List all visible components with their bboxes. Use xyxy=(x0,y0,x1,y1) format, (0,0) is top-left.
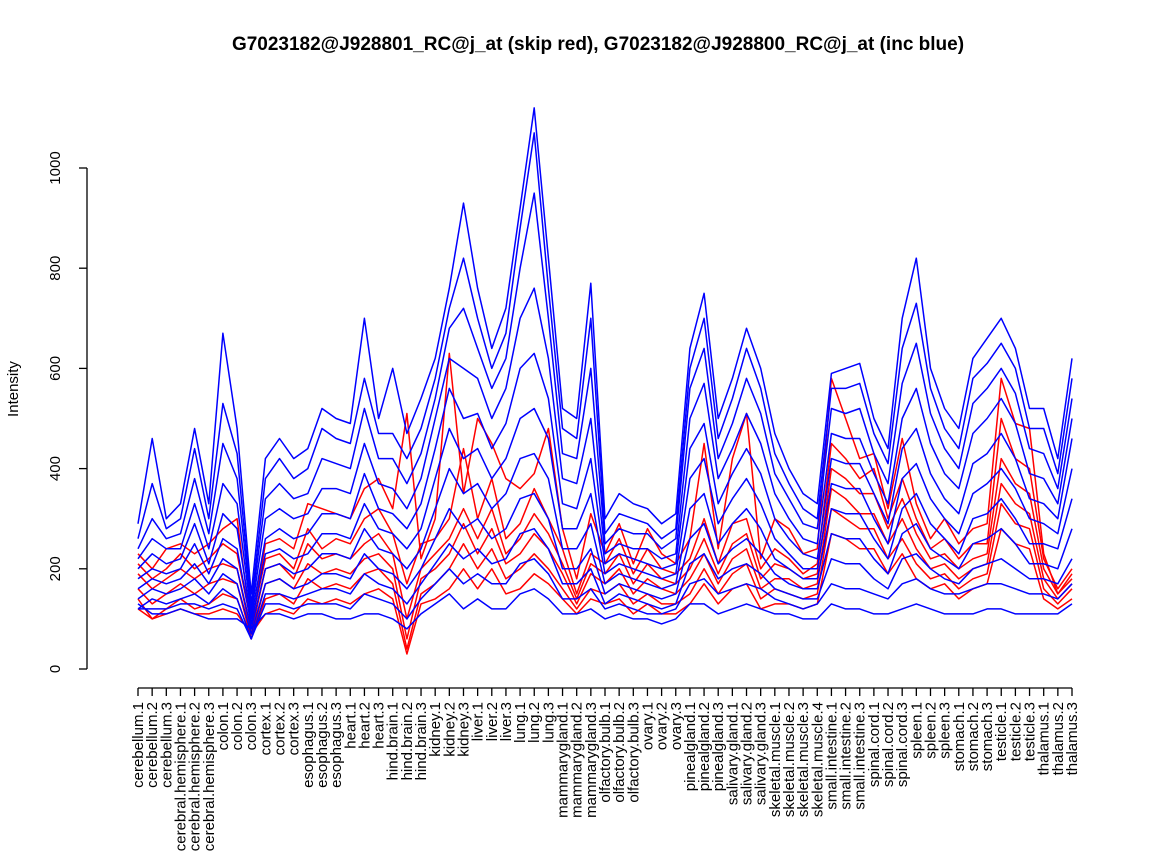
x-tick-label: spinal.cord.2 xyxy=(880,702,897,787)
x-tick-label: cortex.1 xyxy=(257,702,274,755)
y-tick-label: 1000 xyxy=(47,151,64,184)
x-tick-label: thalamus.2 xyxy=(1050,702,1067,775)
x-tick-label: lung.3 xyxy=(540,702,557,743)
x-tick-label: cortex.3 xyxy=(286,702,303,755)
x-tick-label: pinealgland.2 xyxy=(696,702,713,791)
x-tick-label: ovary.3 xyxy=(668,702,685,750)
x-tick-label: skeletal.muscle.2 xyxy=(781,702,798,817)
x-tick-label: pinealgland.1 xyxy=(682,702,699,791)
x-tick-label: spleen.2 xyxy=(922,702,939,759)
inc-series-line xyxy=(137,132,1073,605)
x-tick-label: spleen.3 xyxy=(937,702,954,759)
x-tick-label: liver.3 xyxy=(498,702,515,741)
x-tick-label: cortex.2 xyxy=(272,702,289,755)
x-tick-label: stomach.3 xyxy=(979,702,996,771)
x-tick-label: esophagus.1 xyxy=(300,702,317,788)
x-tick-label: testicle.3 xyxy=(1022,702,1039,761)
x-tick-label: spinal.cord.1 xyxy=(866,702,883,787)
inc-series-line xyxy=(137,527,1073,640)
x-tick-label: small.intestine.2 xyxy=(838,702,855,810)
x-tick-label: olfactory.bulb.3 xyxy=(625,702,642,803)
x-tick-label: skeletal.muscle.1 xyxy=(767,702,784,817)
x-tick-label: cerebral.hemisphere.3 xyxy=(201,702,218,851)
x-tick-label: cerebellum.2 xyxy=(144,702,161,788)
x-tick-label: olfactory.bulb.1 xyxy=(597,702,614,803)
x-tick-label: cerebellum.3 xyxy=(158,702,175,788)
x-tick-label: skeletal.muscle.3 xyxy=(795,702,812,817)
x-tick-label: testicle.2 xyxy=(1007,702,1024,761)
x-tick-label: pinealgland.3 xyxy=(710,702,727,791)
x-tick-label: mammarygland.1 xyxy=(555,702,572,818)
x-tick-label: kidney.3 xyxy=(455,702,472,757)
x-tick-label: lung.1 xyxy=(512,702,529,743)
inc-series-line xyxy=(137,588,1073,630)
x-tick-label: salivary.gland.2 xyxy=(739,702,756,805)
x-tick-label: salivary.gland.3 xyxy=(753,702,770,805)
inc-series-line xyxy=(137,287,1073,615)
x-tick-label: salivary.gland.1 xyxy=(724,702,741,805)
y-axis: 0 200 400 600 800 1000 xyxy=(47,151,88,673)
inc-series-line xyxy=(137,192,1073,610)
y-tick-label: 0 xyxy=(47,665,64,673)
x-tick-label: skeletal.muscle.4 xyxy=(809,702,826,817)
x-tick-label: ovary.1 xyxy=(639,702,656,750)
x-tick-label: heart.2 xyxy=(356,702,373,749)
x-tick-label: liver.2 xyxy=(484,702,501,741)
x-tick-label: testicle.1 xyxy=(993,702,1010,761)
inc-series-line xyxy=(137,352,1073,620)
x-tick-label: spleen.1 xyxy=(908,702,925,759)
y-tick-label: 200 xyxy=(47,556,64,581)
x-tick-label: heart.1 xyxy=(342,702,359,749)
x-tick-label: mammarygland.3 xyxy=(583,702,600,818)
inc-series-line xyxy=(137,407,1073,625)
x-tick-label: esophagus.2 xyxy=(314,702,331,788)
x-tick-label: colon.3 xyxy=(243,702,260,750)
inc-series-line xyxy=(137,452,1073,630)
x-tick-label: small.intestine.1 xyxy=(823,702,840,810)
x-tick-label: stomach.2 xyxy=(965,702,982,771)
x-tick-label: hind.brain.3 xyxy=(413,702,430,780)
x-tick-label: ovary.2 xyxy=(654,702,671,750)
x-tick-label: kidney.1 xyxy=(427,702,444,757)
inc-series-line xyxy=(138,558,1073,640)
x-tick-label: cerebellum.1 xyxy=(130,702,147,788)
x-tick-label: hind.brain.1 xyxy=(385,702,402,780)
inc-series-line xyxy=(137,492,1073,635)
x-tick-label: stomach.1 xyxy=(951,702,968,771)
y-tick-label: 800 xyxy=(47,256,64,281)
x-tick-label: spinal.cord.3 xyxy=(894,702,911,787)
inc-series-line xyxy=(137,107,1073,595)
x-tick-label: lung.2 xyxy=(526,702,543,743)
x-tick-label: cerebral.hemisphere.1 xyxy=(172,702,189,851)
x-axis: cerebellum.1cerebellum.2cerebellum.3cere… xyxy=(130,687,1081,851)
x-tick-label: esophagus.3 xyxy=(328,702,345,788)
series-group xyxy=(137,107,1073,655)
y-axis-label: Intensity xyxy=(5,361,22,417)
x-tick-label: cerebral.hemisphere.2 xyxy=(187,702,204,851)
x-tick-label: small.intestine.3 xyxy=(852,702,869,810)
x-tick-label: thalamus.1 xyxy=(1036,702,1053,775)
y-tick-label: 600 xyxy=(47,356,64,381)
x-tick-label: hind.brain.2 xyxy=(399,702,416,780)
x-tick-label: colon.1 xyxy=(215,702,232,750)
x-tick-label: thalamus.3 xyxy=(1064,702,1081,775)
y-tick-label: 400 xyxy=(47,456,64,481)
x-tick-label: mammarygland.2 xyxy=(569,702,586,818)
x-tick-label: heart.3 xyxy=(371,702,388,749)
x-tick-label: olfactory.bulb.2 xyxy=(611,702,628,803)
chart-title: G7023182@J928801_RC@j_at (skip red), G70… xyxy=(232,34,964,55)
x-tick-label: colon.2 xyxy=(229,702,246,750)
x-tick-label: liver.1 xyxy=(470,702,487,741)
x-tick-label: kidney.2 xyxy=(441,702,458,757)
